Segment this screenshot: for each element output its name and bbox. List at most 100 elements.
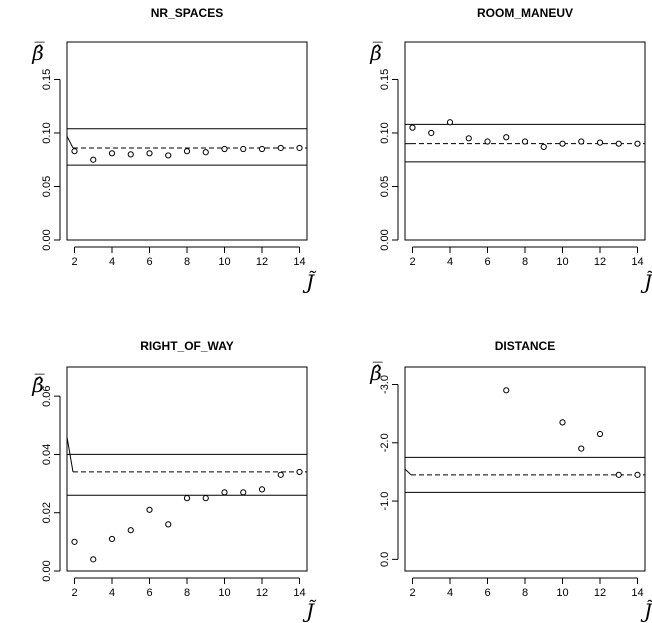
y-tick-label: -3.0 — [379, 375, 391, 394]
data-point — [71, 538, 78, 545]
data-point — [146, 150, 153, 157]
y-tick-label: 0.05 — [41, 176, 53, 197]
dashed-line-start — [66, 436, 74, 472]
data-point — [221, 145, 228, 153]
data-point — [446, 119, 454, 126]
x-tick-label: 10 — [218, 256, 230, 268]
data-point — [240, 489, 247, 496]
data-point — [578, 445, 585, 452]
data-point — [90, 156, 97, 163]
x-tick-label: 10 — [556, 256, 568, 268]
y-tick-label: 0.00 — [41, 560, 53, 581]
data-point — [90, 556, 97, 563]
data-point — [615, 140, 622, 147]
y-tick-label: 0.00 — [41, 229, 53, 250]
y-tick-label: 0.00 — [379, 229, 391, 250]
x-tick-label: 2 — [71, 256, 77, 268]
data-point — [71, 148, 78, 155]
chart-title: ROOM_MANEUV — [477, 6, 573, 20]
data-point — [578, 138, 585, 145]
x-tick-label: 4 — [109, 256, 115, 268]
y-tick-label: 0.04 — [41, 444, 53, 465]
x-tick-label: 2 — [409, 587, 415, 599]
data-point — [559, 140, 566, 147]
panel-1: NR_SPACES β̂̅ J̃ 2 4 6 8 10 12 14 0.00 0.05 0.10 0.15 — [31, 6, 317, 294]
data-point — [202, 149, 209, 156]
data-point — [108, 535, 116, 543]
y-tick-label: 0.15 — [41, 69, 53, 90]
y-tick-label: 0.06 — [41, 385, 53, 406]
x-tick-label: 4 — [109, 587, 115, 599]
chart-title: NR_SPACES — [151, 6, 223, 20]
data-point — [296, 468, 303, 476]
x-tick-label: 6 — [484, 256, 490, 268]
data-point — [127, 151, 134, 158]
y-axis-label: β̂̅ — [31, 373, 44, 397]
data-point — [409, 124, 416, 131]
plot-frame — [66, 366, 308, 572]
x-tick-label: 8 — [184, 587, 190, 599]
data-point — [277, 144, 284, 152]
x-tick-label: 6 — [146, 587, 152, 599]
x-tick-label: 4 — [447, 256, 453, 268]
data-point — [277, 471, 284, 478]
data-point — [634, 140, 641, 147]
dashed-line-start — [66, 135, 74, 149]
y-tick-label: 0.15 — [379, 69, 391, 90]
data-point — [240, 145, 247, 153]
data-point — [521, 138, 529, 145]
data-point — [540, 143, 547, 150]
data-point — [296, 144, 303, 152]
plot-frame — [404, 366, 646, 572]
x-tick-label: 6 — [484, 587, 490, 599]
x-tick-label: 12 — [256, 587, 268, 599]
panel-3: RIGHT_OF_WAY β̂̅ J̃ 2 4 6 8 10 12 14 0.00 0.02 0.04 0… — [31, 339, 317, 623]
data-point — [165, 521, 172, 528]
y-tick-label: 0.10 — [41, 122, 53, 143]
x-axis-label: J̃ — [302, 270, 317, 294]
x-tick-label: 12 — [594, 587, 606, 599]
x-tick-label: 12 — [594, 256, 606, 268]
data-point — [165, 152, 172, 159]
y-axis-label: β̂̅ — [369, 361, 382, 385]
y-tick-label: 0.10 — [379, 122, 391, 143]
data-point — [428, 129, 435, 137]
x-tick-label: 8 — [184, 256, 190, 268]
x-tick-label: 14 — [293, 587, 305, 599]
x-tick-label: 4 — [447, 587, 453, 599]
y-tick-label: -1.0 — [379, 492, 391, 511]
chart-title: DISTANCE — [495, 339, 555, 353]
x-axis-label: J̃ — [302, 599, 317, 623]
x-tick-label: 10 — [218, 587, 230, 599]
y-tick-label: 0.0 — [379, 552, 391, 567]
y-axis-label: β̂̅ — [369, 41, 382, 65]
chart-title: RIGHT_OF_WAY — [140, 339, 234, 353]
data-point — [221, 489, 228, 496]
data-point — [258, 145, 266, 153]
data-point — [183, 148, 191, 155]
data-point — [183, 495, 191, 502]
data-point — [484, 138, 491, 145]
data-point — [503, 387, 510, 394]
data-point — [503, 134, 510, 141]
data-point — [465, 135, 472, 142]
x-tick-label: 6 — [146, 256, 152, 268]
x-tick-label: 2 — [409, 256, 415, 268]
data-point — [202, 495, 209, 502]
x-tick-label: 14 — [293, 256, 305, 268]
data-point — [634, 471, 641, 478]
x-tick-label: 8 — [522, 256, 528, 268]
x-axis-label: J̃ — [640, 599, 652, 623]
x-tick-label: 8 — [522, 587, 528, 599]
data-point — [559, 419, 566, 426]
dashed-line-start — [404, 468, 412, 476]
data-point — [127, 527, 134, 534]
x-tick-label: 12 — [256, 256, 268, 268]
y-tick-label: 0.02 — [41, 502, 53, 523]
data-point — [108, 150, 116, 157]
plot-frame — [404, 41, 646, 241]
y-axis-label: β̂̅ — [31, 41, 44, 65]
y-tick-label: 0.05 — [379, 176, 391, 197]
data-point — [615, 471, 622, 478]
